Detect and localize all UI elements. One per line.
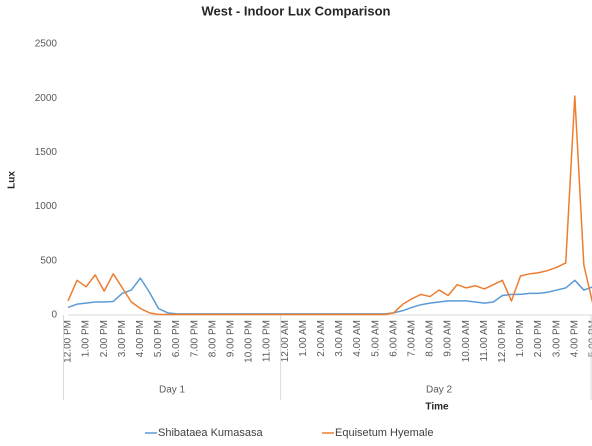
group-label: Day 2 <box>426 385 453 396</box>
x-tick-label: 7.00 AM <box>407 320 418 357</box>
x-tick-label: 2.00 AM <box>316 320 327 357</box>
legend-label: Equisetum Hyemale <box>335 427 433 439</box>
x-tick-label: 12.00 PM <box>63 320 74 363</box>
x-tick-label: 5.00 PM <box>588 320 592 357</box>
series-line <box>67 95 592 316</box>
x-tick-label: 9.00 PM <box>226 320 237 357</box>
x-tick-label: 3.00 AM <box>334 320 345 357</box>
x-tick-label: 11.00 PM <box>262 320 273 362</box>
x-tick-label: 6.00 PM <box>171 320 182 357</box>
x-tick-label: 9.00 AM <box>443 320 454 357</box>
y-tick-label: 0 <box>51 310 57 321</box>
x-tick-label: 8.00 PM <box>207 320 218 357</box>
x-axis-title: Time <box>425 402 449 413</box>
x-tick-label: 4.00 PM <box>569 320 580 357</box>
x-tick-label: 10.00 PM <box>244 320 255 363</box>
legend-label: Shibataea Kumasasa <box>158 427 263 439</box>
x-tick-label: 3.00 PM <box>551 320 562 357</box>
x-tick-label: 10.00 AM <box>461 320 472 362</box>
x-tick-label: 5.00 AM <box>370 320 381 357</box>
group-label: Day 1 <box>159 385 186 396</box>
x-tick-label: 1.00 PM <box>515 320 526 357</box>
x-tick-label: 12.00 PM <box>497 320 508 363</box>
y-tick-label: 1000 <box>35 201 58 212</box>
y-tick-label: 2000 <box>35 93 58 104</box>
x-tick-label: 1.00 AM <box>298 320 309 357</box>
x-tick-label: 1.00 PM <box>81 320 92 357</box>
y-tick-label: 1500 <box>35 147 58 158</box>
y-tick-label: 2500 <box>35 39 58 50</box>
x-tick-label: 6.00 AM <box>388 320 399 357</box>
x-tick-label: 5.00 PM <box>153 320 164 357</box>
x-tick-label: 2.00 PM <box>99 320 110 357</box>
x-tick-label: 11.00 AM <box>479 320 490 362</box>
x-tick-label: 3.00 PM <box>117 320 128 357</box>
chart-title: West - Indoor Lux Comparison <box>202 3 391 18</box>
y-axis-title: Lux <box>7 171 18 189</box>
x-tick-label: 4.00 AM <box>352 320 363 357</box>
x-tick-label: 8.00 AM <box>425 320 436 357</box>
x-tick-label: 4.00 PM <box>135 320 146 357</box>
y-tick-label: 500 <box>40 255 57 266</box>
x-tick-label: 7.00 PM <box>189 320 200 357</box>
x-tick-label: 2.00 PM <box>533 320 544 357</box>
x-tick-label: 12.00 AM <box>280 320 291 362</box>
